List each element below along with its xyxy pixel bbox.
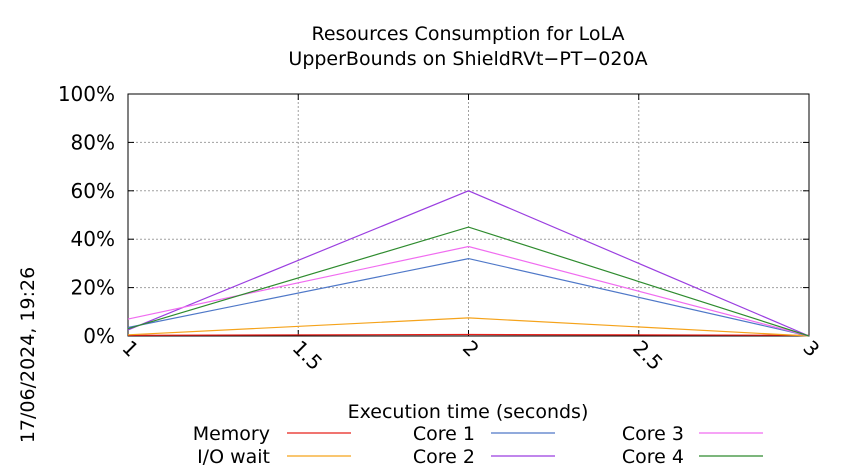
timestamp-label: 17/06/2024, 19:26 [17, 267, 39, 443]
chart-title: Resources Consumption for LoLA UpperBound… [288, 23, 647, 70]
x-tick-label: 1.5 [288, 336, 327, 375]
x-axis: 1 1.5 2 2.5 3 [117, 94, 824, 375]
y-tick-label: 60% [71, 179, 115, 203]
y-tick-label: 40% [71, 227, 115, 251]
legend-label: Core 3 [622, 423, 684, 445]
y-tick-label: 0% [83, 324, 115, 348]
y-tick-label: 80% [71, 130, 115, 154]
series-line-memory [127, 333, 810, 336]
x-tick-label: 3 [798, 336, 824, 362]
series-lines [127, 190, 810, 337]
chart-title-line: UpperBounds on ShieldRVt−PT−020A [288, 48, 647, 70]
series-line-i-o-wait [127, 317, 810, 337]
legend-label: Core 1 [413, 423, 475, 445]
series-line-core-2 [127, 190, 810, 337]
series-line-core-4 [127, 226, 810, 337]
x-tick-label: 2 [458, 336, 484, 362]
grid [128, 94, 809, 336]
legend-label: Memory [193, 423, 270, 445]
x-axis-label: Execution time (seconds) [348, 401, 589, 423]
y-tick-label: 20% [71, 276, 115, 300]
x-tick-label: 1 [117, 336, 143, 362]
y-axis: 0% 20% 40% 60% 80% 100% [58, 82, 809, 348]
series-line-core-1 [127, 257, 810, 337]
y-tick-label: 100% [58, 82, 115, 106]
legend-label: I/O wait [197, 446, 270, 468]
legend-label: Core 4 [622, 446, 684, 468]
x-tick-label: 2.5 [628, 336, 667, 375]
legend-label: Core 2 [413, 446, 475, 468]
chart-title-line: Resources Consumption for LoLA [311, 23, 624, 45]
